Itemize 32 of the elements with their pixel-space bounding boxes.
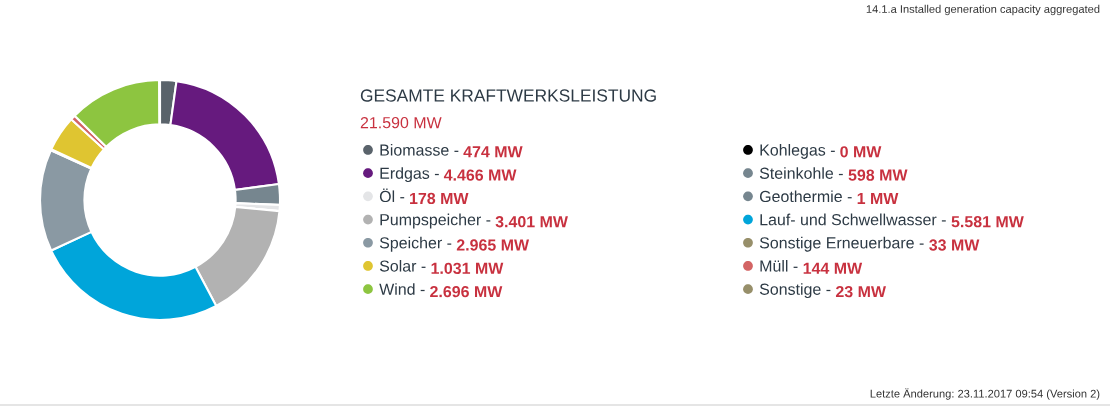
legend-label: Erdgas - <box>380 167 439 183</box>
data-label: 144 MW <box>803 262 863 274</box>
data-label: 1.031 MW <box>431 262 504 274</box>
chart-title: GESAMTE KRAFTWERKSLEISTUNG <box>360 89 656 102</box>
data-label: 4.466 MW <box>443 169 517 181</box>
data-label: 2.965 MW <box>456 239 530 251</box>
legend-label: Müll - <box>760 259 798 272</box>
text: 0 MW <box>840 146 882 158</box>
legend-label: Speicher - <box>379 236 452 252</box>
legend-label: Öl - <box>379 188 405 203</box>
data-label: 3.401 MW <box>495 216 568 228</box>
data-label: 178 MW <box>410 192 469 205</box>
legend-label: Kohlegas - <box>760 144 835 159</box>
legend-label: Solar - <box>379 259 426 272</box>
legend-label: Lauf- und Schwellwasser - <box>760 213 946 226</box>
legend-label: Steinkohle - <box>759 167 843 179</box>
data-label: 5.581 MW <box>951 216 1024 228</box>
text: Letzte Änderung: 23.11.2017 09:54 (Version 2) <box>870 388 1100 400</box>
legend-label: Wind - <box>379 283 425 295</box>
data-label: 33 MW <box>929 239 980 251</box>
data-label: 23 MW <box>835 285 886 298</box>
data-label: 2.696 MW <box>430 285 503 298</box>
legend-label: Sonstige - <box>759 283 831 299</box>
data-label: 1 MW <box>857 192 899 204</box>
legend-label: Pumpspeicher - <box>380 213 491 229</box>
legend-label: Sonstige Erneuerbare - <box>759 236 924 252</box>
legend-label: Biomasse - <box>380 144 459 156</box>
data-label: 474 MW <box>463 146 523 158</box>
text: 21.590 MW <box>360 116 442 129</box>
data-label: 598 MW <box>848 169 908 181</box>
text: 14.1.a Installed generation capacity aggregated <box>866 4 1100 16</box>
legend-label: Geothermie - <box>759 190 852 203</box>
